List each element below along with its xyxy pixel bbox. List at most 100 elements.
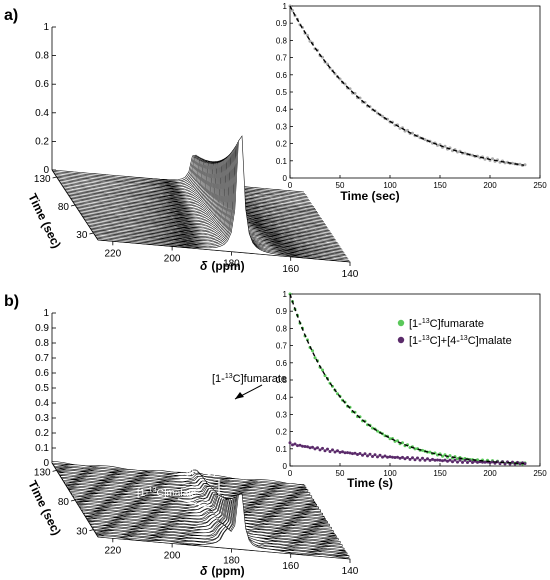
z-tick-label: 0.3 bbox=[35, 413, 49, 424]
legend-label-malate: [1-13C]+[4-13C]malate bbox=[409, 335, 512, 347]
time-tick-label: 80 bbox=[58, 202, 70, 213]
data-point bbox=[353, 91, 357, 95]
fit-line bbox=[289, 293, 525, 465]
data-point bbox=[411, 131, 414, 135]
data-point bbox=[383, 454, 387, 458]
time-tick bbox=[70, 499, 76, 502]
ppm-unit-a: (ppm) bbox=[211, 259, 244, 273]
data-point bbox=[393, 456, 397, 459]
data-point bbox=[511, 161, 514, 165]
data-point bbox=[448, 458, 452, 462]
y-tick-label: 0.3 bbox=[276, 122, 288, 131]
data-point bbox=[483, 460, 487, 464]
spectrum-trace bbox=[95, 141, 348, 258]
y-tick-label: 0.5 bbox=[276, 376, 288, 385]
x-tick-label: 250 bbox=[533, 469, 547, 478]
data-point bbox=[406, 456, 409, 459]
data-point bbox=[421, 456, 424, 460]
spectrum-trace bbox=[85, 154, 338, 243]
data-point bbox=[423, 138, 427, 142]
spectrum-trace bbox=[60, 159, 313, 206]
data-point bbox=[351, 452, 354, 456]
data-point bbox=[363, 452, 367, 456]
annotation-fumarate: [1-13C]fumarate bbox=[212, 373, 287, 385]
y-tick-label: 0 bbox=[283, 462, 288, 471]
z-tick-label: 0.5 bbox=[35, 383, 49, 394]
time-tick bbox=[70, 204, 76, 207]
data-point bbox=[321, 368, 324, 372]
data-point bbox=[356, 453, 359, 456]
data-point bbox=[453, 458, 457, 462]
z-tick-label: 0.6 bbox=[35, 368, 49, 379]
spectrum-trace bbox=[90, 147, 344, 252]
arrow-malate-1 bbox=[177, 498, 212, 509]
x-tick-label: 0 bbox=[288, 181, 293, 190]
data-point bbox=[306, 33, 309, 37]
spectrum-trace bbox=[81, 157, 334, 238]
data-point bbox=[431, 457, 434, 461]
spectrum-trace bbox=[56, 157, 309, 200]
data-point bbox=[436, 458, 439, 462]
spectrum-trace bbox=[74, 160, 327, 227]
inset-chart-b: Time (s) 0 50 100 150 200 250 0 0.1 0.2 0.3 0.4 0.5… bbox=[276, 290, 547, 490]
z-tick-label: 0.2 bbox=[35, 428, 49, 439]
data-point bbox=[396, 455, 399, 459]
data-point bbox=[476, 460, 479, 464]
data-point bbox=[421, 448, 424, 452]
data-point bbox=[293, 442, 297, 446]
time-tick bbox=[89, 232, 94, 235]
data-point bbox=[331, 448, 334, 452]
spectrum-trace bbox=[59, 158, 312, 205]
data-point bbox=[388, 437, 392, 441]
spectrum-trace bbox=[92, 497, 346, 552]
spectrum-trace bbox=[90, 498, 344, 549]
ppm-axis-label-b: δ (ppm) bbox=[200, 564, 245, 578]
z-tick-label: 0.1 bbox=[35, 443, 49, 454]
data-point bbox=[371, 455, 374, 458]
spectrum-trace bbox=[92, 144, 346, 255]
data-point bbox=[368, 452, 372, 456]
data-point bbox=[343, 451, 347, 455]
data-point bbox=[461, 460, 464, 464]
y-tick-label: 0.7 bbox=[276, 54, 288, 63]
legend-marker-fumarate bbox=[397, 319, 405, 327]
ppm-tick-label: 140 bbox=[342, 269, 359, 280]
data-point bbox=[438, 458, 442, 462]
data-point bbox=[366, 454, 369, 458]
spectrum-trace bbox=[97, 135, 351, 263]
spectrum-trace bbox=[64, 160, 317, 212]
data-point bbox=[518, 462, 522, 466]
z-tick-label: 0.9 bbox=[35, 323, 49, 334]
data-point bbox=[346, 451, 349, 455]
data-point bbox=[523, 163, 527, 167]
spectrum-trace bbox=[88, 150, 342, 249]
waterfall-plot-a: 0 0.2 0.4 0.6 0.8 1 130 80 30 220 200 180 160 140 bbox=[34, 22, 359, 280]
spectrum-trace bbox=[63, 160, 316, 211]
data-point bbox=[378, 453, 382, 457]
data-point bbox=[456, 460, 459, 464]
data-point bbox=[388, 455, 392, 459]
data-point bbox=[523, 462, 527, 466]
spectrum-trace bbox=[82, 498, 335, 535]
inset-frame bbox=[289, 5, 541, 179]
y-tick-label: 0 bbox=[283, 174, 288, 183]
data-point bbox=[441, 459, 444, 463]
spectrum-trace bbox=[76, 160, 329, 230]
time-tick bbox=[52, 470, 57, 472]
x-tick-label: 50 bbox=[336, 469, 345, 478]
data-point bbox=[451, 460, 454, 464]
data-point bbox=[448, 454, 452, 458]
delta-symbol-b: δ bbox=[200, 564, 208, 578]
data-point bbox=[446, 459, 449, 463]
data-point bbox=[313, 447, 317, 451]
data-point bbox=[476, 458, 479, 462]
spectrum-trace bbox=[61, 159, 315, 208]
ppm-tick-label: 140 bbox=[342, 566, 359, 577]
inset-frame bbox=[289, 293, 541, 467]
data-point bbox=[433, 458, 437, 462]
x-tick-label: 100 bbox=[383, 469, 397, 478]
legend-marker-malate bbox=[397, 336, 405, 344]
spectrum-trace bbox=[78, 159, 331, 233]
